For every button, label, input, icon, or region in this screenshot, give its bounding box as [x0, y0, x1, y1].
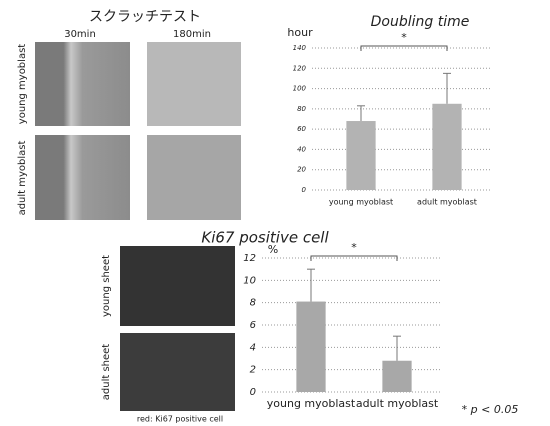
row-label: young myoblast — [17, 44, 28, 124]
micrograph — [35, 42, 130, 126]
figure: スクラッチテスト 30min 180min young myoblast adu… — [0, 0, 550, 426]
x-tick-label: young myoblast — [267, 397, 356, 410]
bar — [346, 121, 375, 190]
y-tick-label: 100 — [293, 85, 307, 93]
micrograph — [147, 42, 241, 126]
y-tick-label: 2 — [250, 365, 256, 376]
y-tick-label: 6 — [250, 320, 256, 331]
y-tick-label: 0 — [250, 387, 256, 398]
micrograph — [35, 135, 130, 220]
row-label: adult myoblast — [17, 140, 28, 215]
y-tick-label: 60 — [297, 125, 306, 133]
y-axis-label: hour — [287, 26, 313, 39]
significance-bracket — [311, 256, 397, 261]
significance-mark: * — [351, 241, 357, 254]
significance-mark: * — [401, 31, 407, 44]
micrograph — [120, 333, 235, 411]
y-tick-label: 40 — [297, 145, 306, 153]
bar — [432, 104, 461, 190]
row-label: young sheet — [101, 255, 112, 317]
y-tick-label: 10 — [243, 275, 256, 286]
bar — [382, 361, 411, 392]
bar — [296, 302, 325, 392]
y-tick-label: 80 — [297, 105, 306, 113]
scratch-title: スクラッチテスト — [89, 9, 201, 25]
y-tick-label: 8 — [250, 298, 256, 309]
x-tick-label: adult myoblast — [417, 198, 477, 207]
caption: red: Ki67 positive cell — [137, 415, 223, 424]
chart-title: Doubling time — [371, 14, 470, 30]
footnote: * p < 0.05 — [462, 403, 519, 416]
y-tick-label: 140 — [293, 44, 307, 52]
x-tick-label: young myoblast — [329, 198, 393, 207]
y-axis-label: % — [268, 243, 278, 256]
column-label: 30min — [64, 29, 96, 40]
y-tick-label: 4 — [250, 342, 256, 353]
y-tick-label: 12 — [243, 253, 256, 264]
x-tick-label: adult myoblast — [356, 397, 439, 410]
micrograph — [120, 246, 235, 326]
significance-bracket — [361, 46, 447, 51]
micrograph — [147, 135, 241, 220]
column-label: 180min — [173, 29, 211, 40]
y-tick-label: 120 — [293, 64, 307, 72]
y-tick-label: 20 — [297, 166, 306, 174]
y-tick-label: 0 — [302, 186, 307, 194]
row-label: adult sheet — [101, 344, 112, 401]
chart-title: Ki67 positive cell — [201, 229, 329, 247]
